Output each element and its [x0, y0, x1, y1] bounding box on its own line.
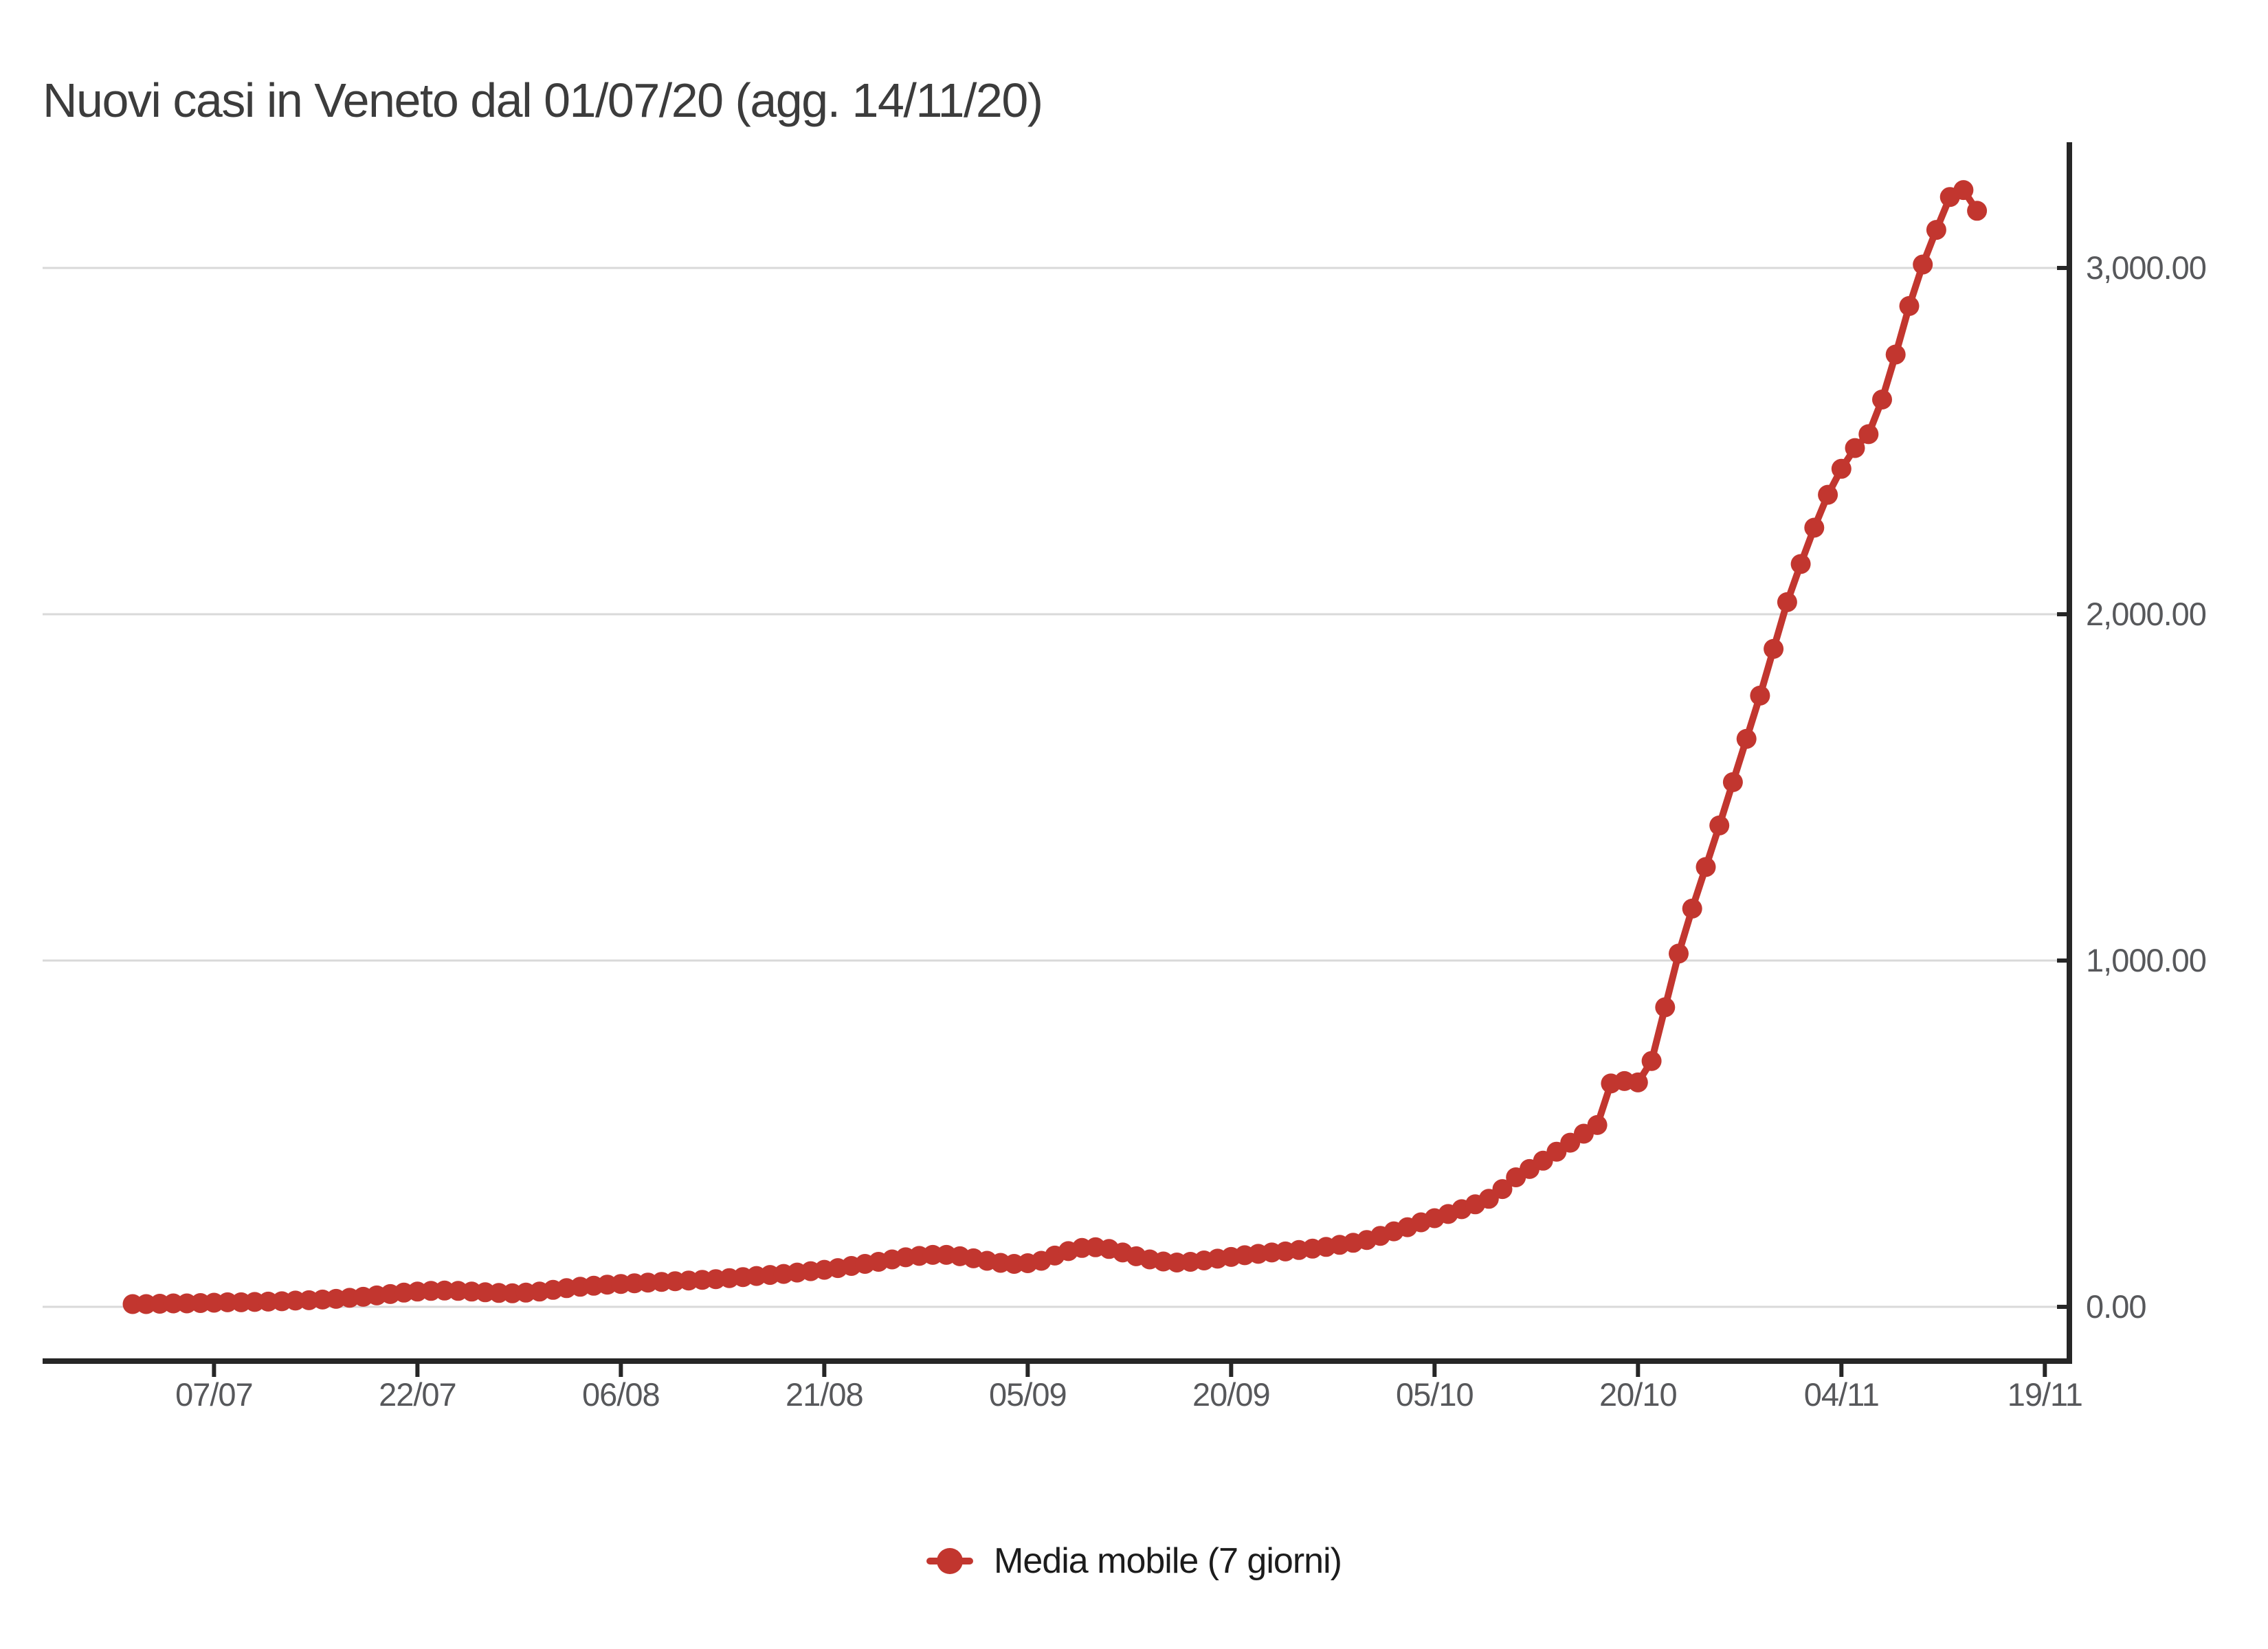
- data-point[interactable]: [1899, 295, 1920, 316]
- x-tick-label: 20/10: [1599, 1376, 1677, 1413]
- x-tick-label: 19/11: [2008, 1376, 2082, 1413]
- data-point[interactable]: [1804, 517, 1825, 538]
- legend-marker-line-icon: [926, 1548, 974, 1574]
- legend-label: Media mobile (7 giorni): [994, 1541, 1342, 1581]
- x-tick-label: 05/09: [989, 1376, 1067, 1413]
- data-point[interactable]: [1669, 943, 1689, 964]
- y-tick-label: 2,000.00: [2086, 596, 2206, 632]
- data-point[interactable]: [1872, 390, 1892, 410]
- data-point[interactable]: [1736, 728, 1757, 749]
- legend-item[interactable]: Media mobile (7 giorni): [0, 1534, 2268, 1589]
- data-point[interactable]: [1967, 201, 1988, 221]
- data-point[interactable]: [1926, 220, 1946, 240]
- x-tick-label: 05/10: [1396, 1376, 1474, 1413]
- data-point[interactable]: [1641, 1051, 1662, 1071]
- page-title: Nuovi casi in Veneto dal 01/07/20 (agg. …: [43, 74, 1043, 127]
- data-point[interactable]: [1953, 180, 1974, 201]
- data-point[interactable]: [1913, 254, 1933, 275]
- data-point[interactable]: [1858, 424, 1879, 445]
- x-tick-label: 07/07: [175, 1376, 253, 1413]
- data-point[interactable]: [1790, 554, 1811, 574]
- x-tick-label: 20/09: [1192, 1376, 1270, 1413]
- legend-marker-dot-icon: [937, 1548, 964, 1574]
- data-point[interactable]: [1492, 1179, 1513, 1200]
- data-point[interactable]: [1818, 484, 1838, 505]
- y-tick-label: 1,000.00: [2086, 942, 2206, 978]
- data-point[interactable]: [1750, 685, 1770, 706]
- data-point[interactable]: [1655, 997, 1676, 1018]
- y-tick-label: 0.00: [2086, 1288, 2146, 1325]
- data-point[interactable]: [1831, 458, 1852, 479]
- x-tick-label: 22/07: [379, 1376, 456, 1413]
- data-point[interactable]: [1777, 592, 1797, 612]
- data-point[interactable]: [1709, 815, 1730, 835]
- data-point[interactable]: [1722, 772, 1743, 792]
- data-point[interactable]: [1696, 857, 1716, 877]
- data-point[interactable]: [1885, 344, 1906, 365]
- data-point[interactable]: [1682, 898, 1702, 919]
- data-point[interactable]: [1587, 1114, 1608, 1135]
- data-point[interactable]: [1764, 638, 1784, 659]
- data-point[interactable]: [1627, 1072, 1648, 1092]
- series-line: [129, 186, 1981, 1308]
- x-tick-label: 04/11: [1804, 1376, 1879, 1413]
- data-point[interactable]: [1845, 438, 1865, 458]
- x-tick-label: 21/08: [786, 1376, 863, 1413]
- y-tick-label: 3,000.00: [2086, 249, 2206, 286]
- x-tick-label: 06/08: [582, 1376, 660, 1413]
